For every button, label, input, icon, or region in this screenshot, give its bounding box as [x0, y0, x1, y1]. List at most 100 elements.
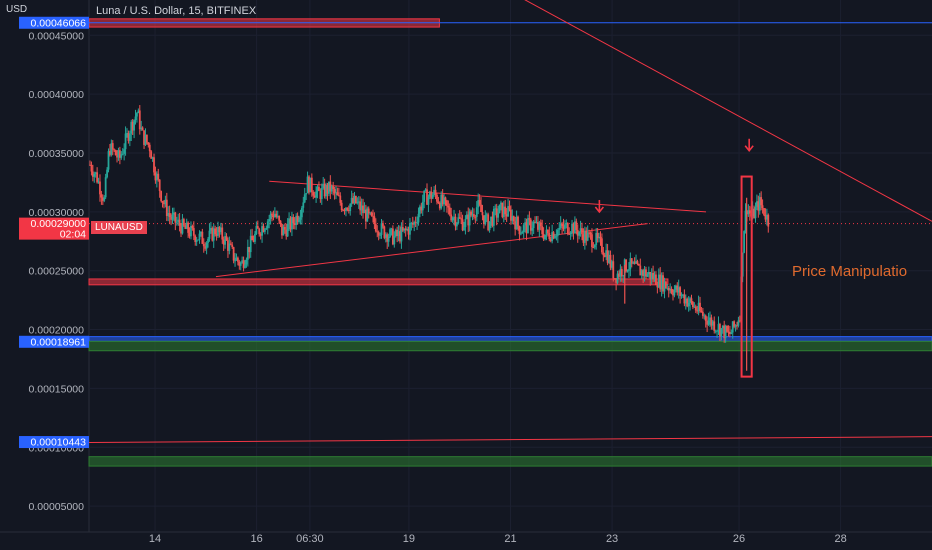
chart-title[interactable]: Luna / U.S. Dollar, 15, BITFINEX: [96, 5, 257, 17]
candle-body: [255, 226, 258, 234]
candle-body: [731, 321, 734, 333]
y-tick-label: 0.00040000: [29, 89, 85, 101]
candle-body: [601, 238, 603, 253]
candle-body: [208, 230, 211, 239]
candle-body: [271, 213, 273, 216]
candle-body: [649, 272, 652, 280]
candle-body: [349, 203, 352, 212]
time-axis-ticks: 14 16 06:30 19 21 23 26 28: [149, 533, 847, 545]
candle-body: [562, 226, 565, 229]
y-tick-label: 0.00045000: [29, 30, 85, 42]
candle-body: [618, 273, 620, 277]
candle-body: [409, 223, 411, 235]
candle-body: [565, 223, 568, 225]
zone-rect: [88, 336, 932, 342]
candle-body: [131, 121, 134, 131]
candle-body: [495, 208, 498, 218]
candle-body: [534, 221, 536, 223]
candle-body: [443, 197, 445, 205]
candle-body: [212, 228, 215, 241]
candle-body: [241, 260, 244, 264]
candle-body: [145, 134, 148, 143]
candle-body: [178, 219, 181, 226]
candle-body: [583, 230, 586, 243]
candle-body: [662, 275, 664, 292]
candle-body: [411, 222, 414, 225]
y-tick-label: 0.00035000: [29, 148, 85, 160]
candle-body: [522, 225, 525, 233]
candle-body: [677, 287, 680, 293]
candle-body: [366, 208, 369, 222]
candle-body: [703, 315, 706, 317]
candle-body: [343, 210, 346, 212]
candle-body: [346, 207, 349, 211]
candle-body: [394, 229, 397, 237]
annotation-text: Price Manipulatio: [792, 263, 908, 280]
candle-body: [564, 224, 566, 229]
candle-body: [434, 189, 437, 195]
candle-body: [336, 192, 339, 196]
candle-body: [367, 208, 370, 214]
candle-body: [427, 196, 430, 205]
candle-body: [723, 325, 726, 339]
candle-body: [127, 133, 130, 141]
candle-body: [473, 214, 475, 217]
candle-body: [126, 133, 128, 134]
candle-body: [168, 213, 171, 218]
symbol-tag[interactable]: LUNAUSD: [91, 221, 147, 234]
candle-body: [666, 287, 669, 289]
candle-body: [428, 191, 431, 197]
candle-body: [332, 186, 335, 190]
candle-body: [730, 332, 733, 335]
candle-body: [303, 194, 306, 203]
candle-body: [265, 228, 268, 230]
candle-body: [682, 294, 684, 296]
candle-body: [419, 206, 421, 214]
candle-body: [288, 218, 290, 224]
candle-body: [305, 193, 308, 195]
candle-body: [340, 202, 343, 211]
candle-body: [357, 201, 360, 203]
candle-body: [659, 274, 662, 290]
candle-body: [417, 213, 420, 223]
candle-body: [217, 227, 219, 236]
candle-body: [709, 317, 711, 321]
candle-body: [184, 225, 187, 229]
candle-body: [672, 292, 674, 296]
candle-body: [652, 273, 654, 280]
candle-body: [300, 207, 303, 218]
candle-body: [477, 200, 480, 208]
candle-body: [589, 232, 592, 235]
candle-body: [97, 181, 100, 183]
candle-body: [541, 226, 544, 235]
candle-body: [535, 222, 538, 223]
price-label-low-line: 0.00010443: [31, 437, 87, 449]
candle-body: [676, 285, 679, 293]
candle-body: [605, 250, 608, 257]
candle-body: [160, 191, 163, 202]
candle-body: [244, 264, 246, 268]
candle-body: [549, 239, 552, 242]
candle-body: [399, 231, 401, 242]
candle-body: [431, 194, 434, 199]
candle-body: [744, 210, 747, 232]
candle-body: [673, 289, 676, 296]
candle-body: [151, 157, 154, 159]
candle-body: [111, 143, 114, 150]
candle-body: [492, 208, 495, 226]
candle-body: [674, 285, 677, 290]
candle-body: [726, 325, 728, 332]
candle-body: [136, 113, 138, 117]
candle-body: [124, 133, 127, 150]
candle-body: [707, 320, 710, 325]
candle-body: [689, 298, 691, 303]
candle-body: [699, 302, 701, 311]
candle-body: [690, 298, 693, 302]
candle-body: [279, 220, 282, 224]
candle-body: [380, 223, 383, 235]
candle-body: [586, 232, 589, 241]
candle-body: [488, 221, 491, 231]
candle-body: [383, 226, 386, 238]
candle-body: [285, 229, 288, 237]
